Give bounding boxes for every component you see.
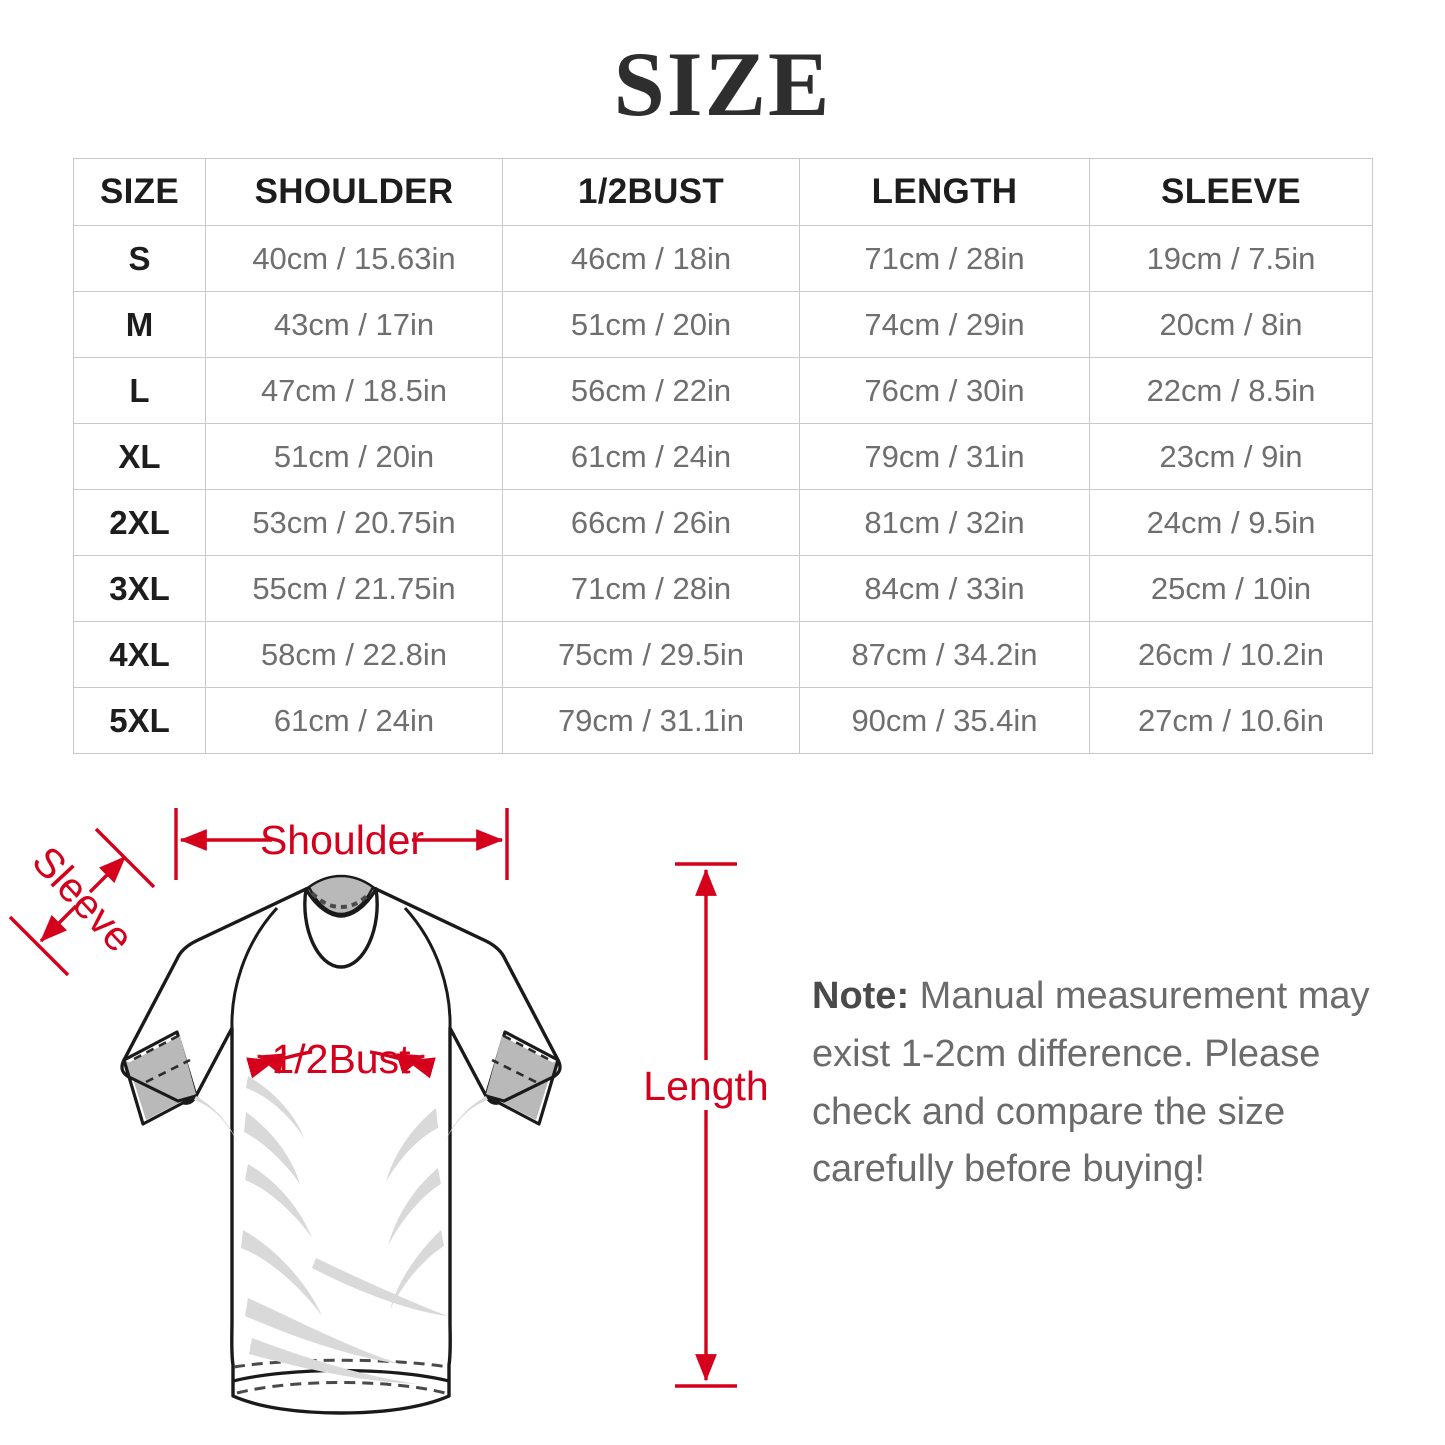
- cell-bust: 66cm / 26in: [502, 489, 800, 556]
- cell-sleeve: 20cm / 8in: [1089, 291, 1373, 358]
- cell-sleeve: 26cm / 10.2in: [1089, 621, 1373, 688]
- cell-length: 87cm / 34.2in: [799, 621, 1090, 688]
- tshirt-collar-stitch: [310, 891, 372, 910]
- cell-sleeve: 23cm / 9in: [1089, 423, 1373, 490]
- cell-shoulder: 55cm / 21.75in: [205, 555, 503, 622]
- table-row: 5XL 61cm / 24in 79cm / 31.1in 90cm / 35.…: [73, 687, 1373, 754]
- table-row: 4XL 58cm / 22.8in 75cm / 29.5in 87cm / 3…: [73, 621, 1373, 688]
- tshirt-collar-outer: [303, 887, 379, 969]
- cell-size: M: [73, 291, 206, 358]
- cell-shoulder: 51cm / 20in: [205, 423, 503, 490]
- tshirt-cuff-right: [484, 1030, 560, 1126]
- cell-length: 76cm / 30in: [799, 357, 1090, 424]
- length-label: Length: [643, 1063, 768, 1109]
- bust-label: 1/2Bust: [271, 1036, 411, 1082]
- tshirt-cuff-left: [122, 1030, 198, 1126]
- column-header-sleeve: SLEEVE: [1089, 158, 1373, 226]
- column-header-size: SIZE: [73, 158, 206, 226]
- measurement-diagram: Shoulder Sleeve 1/2Bust Length: [0, 760, 800, 1440]
- cell-shoulder: 43cm / 17in: [205, 291, 503, 358]
- tshirt-shoulder-seam-left: [230, 906, 279, 1029]
- cell-size: 3XL: [73, 555, 206, 622]
- cell-sleeve: 27cm / 10.6in: [1089, 687, 1373, 754]
- shoulder-label: Shoulder: [260, 817, 424, 863]
- table-row: M 43cm / 17in 51cm / 20in 74cm / 29in 20…: [73, 291, 1373, 358]
- cell-size: S: [73, 225, 206, 292]
- table-row: XL 51cm / 20in 61cm / 24in 79cm / 31in 2…: [73, 423, 1373, 490]
- tshirt-hem-stitch-lower: [236, 1381, 446, 1395]
- note-label: Note:: [812, 975, 910, 1017]
- cell-length: 79cm / 31in: [799, 423, 1090, 490]
- sleeve-measurement: Sleeve: [8, 827, 156, 977]
- cell-sleeve: 25cm / 10in: [1089, 555, 1373, 622]
- bust-measurement: 1/2Bust: [246, 1036, 436, 1082]
- cell-bust: 79cm / 31.1in: [502, 687, 800, 754]
- table-row: S 40cm / 15.63in 46cm / 18in 71cm / 28in…: [73, 225, 1373, 292]
- size-chart-table-container: SIZE SHOULDER 1/2BUST LENGTH SLEEVE S 40…: [73, 158, 1373, 754]
- measurement-note: Note: Manual measurement may exist 1-2cm…: [812, 968, 1392, 1199]
- tshirt-hem-stitch-upper: [233, 1358, 449, 1369]
- cell-size: 5XL: [73, 687, 206, 754]
- cell-bust: 46cm / 18in: [502, 225, 800, 292]
- cell-shoulder: 47cm / 18.5in: [205, 357, 503, 424]
- table-row: 3XL 55cm / 21.75in 71cm / 28in 84cm / 33…: [73, 555, 1373, 622]
- cell-sleeve: 19cm / 7.5in: [1089, 225, 1373, 292]
- cell-size: 2XL: [73, 489, 206, 556]
- table-row: 2XL 53cm / 20.75in 66cm / 26in 81cm / 32…: [73, 489, 1373, 556]
- column-header-bust: 1/2BUST: [502, 158, 800, 226]
- cell-length: 90cm / 35.4in: [799, 687, 1090, 754]
- shoulder-measurement: Shoulder: [174, 808, 509, 880]
- cell-length: 71cm / 28in: [799, 225, 1090, 292]
- cell-size: XL: [73, 423, 206, 490]
- table-header-row: SIZE SHOULDER 1/2BUST LENGTH SLEEVE: [73, 158, 1373, 226]
- cell-shoulder: 53cm / 20.75in: [205, 489, 503, 556]
- cell-bust: 56cm / 22in: [502, 357, 800, 424]
- cell-bust: 61cm / 24in: [502, 423, 800, 490]
- cell-sleeve: 22cm / 8.5in: [1089, 357, 1373, 424]
- cell-bust: 75cm / 29.5in: [502, 621, 800, 688]
- cell-size: 4XL: [73, 621, 206, 688]
- cell-size: L: [73, 357, 206, 424]
- cell-length: 74cm / 29in: [799, 291, 1090, 358]
- cell-shoulder: 40cm / 15.63in: [205, 225, 503, 292]
- note-body: Manual measurement may exist 1-2cm diffe…: [812, 975, 1370, 1191]
- cell-sleeve: 24cm / 9.5in: [1089, 489, 1373, 556]
- size-chart-table: SIZE SHOULDER 1/2BUST LENGTH SLEEVE S 40…: [73, 158, 1373, 754]
- table-row: L 47cm / 18.5in 56cm / 22in 76cm / 30in …: [73, 357, 1373, 424]
- tshirt-illustration: [120, 874, 562, 1415]
- page-title: SIZE: [613, 33, 832, 135]
- cell-shoulder: 58cm / 22.8in: [205, 621, 503, 688]
- cell-shoulder: 61cm / 24in: [205, 687, 503, 754]
- column-header-shoulder: SHOULDER: [205, 158, 503, 226]
- cell-bust: 51cm / 20in: [502, 291, 800, 358]
- column-header-length: LENGTH: [799, 158, 1090, 226]
- tshirt-fabric-shading: [194, 1076, 488, 1384]
- cell-bust: 71cm / 28in: [502, 555, 800, 622]
- tshirt-shoulder-seam-right: [403, 906, 452, 1029]
- length-measurement: Length: [643, 862, 769, 1388]
- cell-length: 84cm / 33in: [799, 555, 1090, 622]
- cell-length: 81cm / 32in: [799, 489, 1090, 556]
